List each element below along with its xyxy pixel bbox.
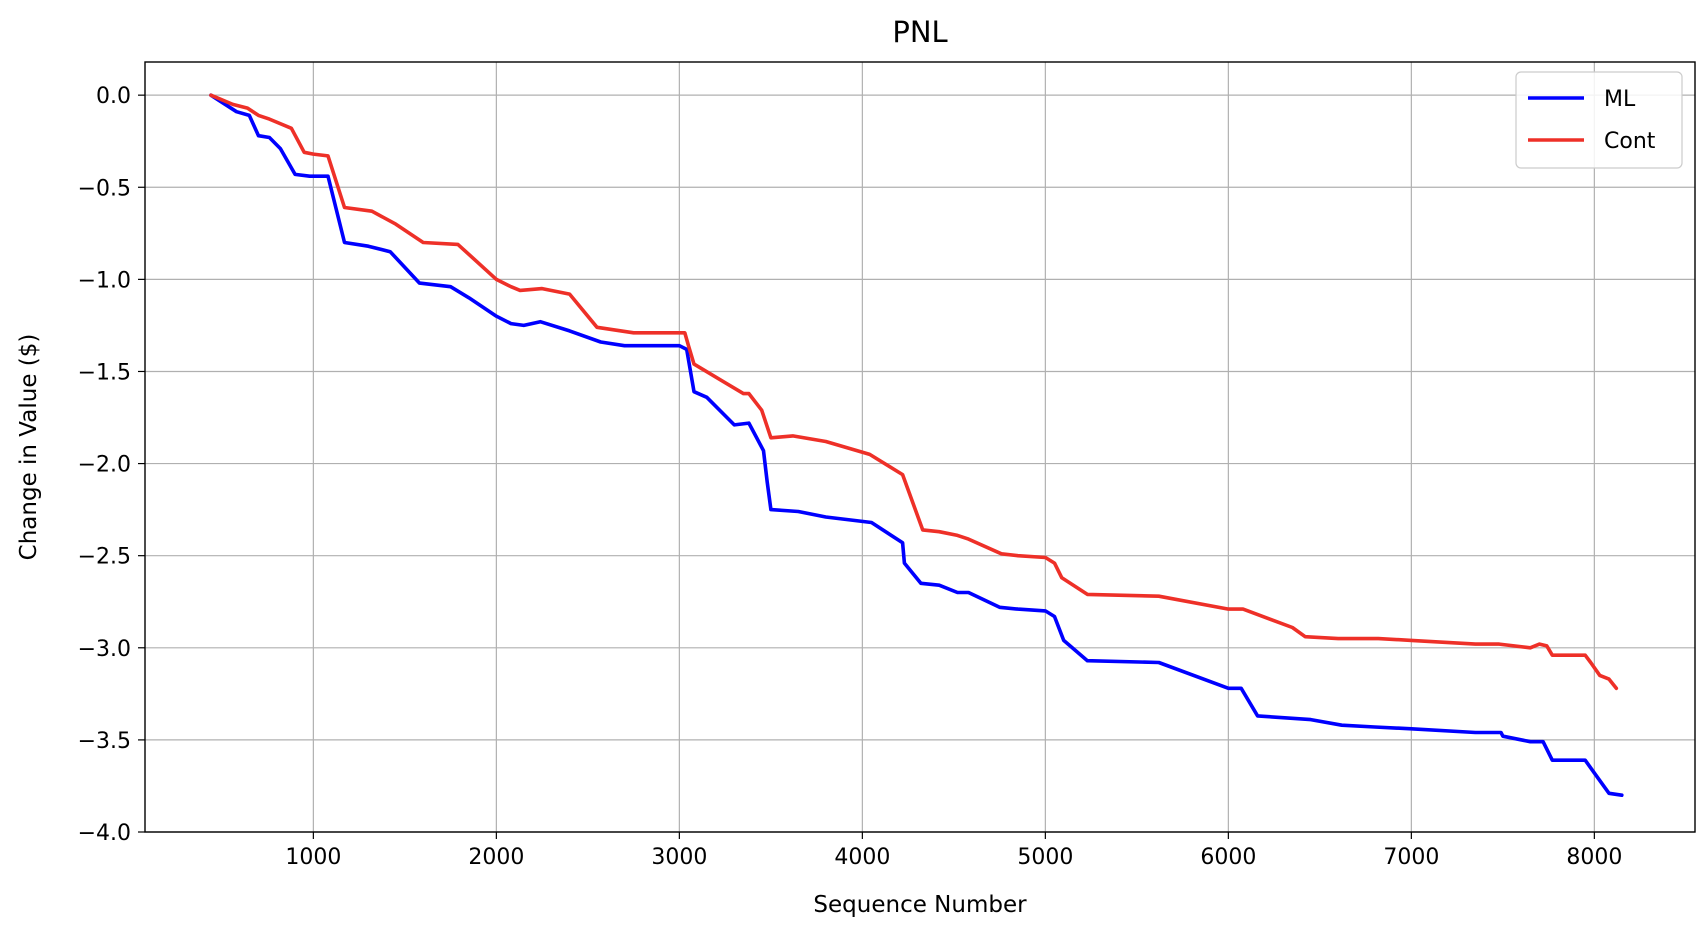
data-series — [209, 93, 1624, 798]
y-axis-ticks: 0.0 −0.5 −1.0 −1.5 −2.0 −2.5 −3.0 −3.5 −4.0 — [78, 84, 145, 846]
x-tick-label: 1000 — [285, 845, 341, 870]
x-axis-ticks: 1000 2000 3000 4000 5000 6000 7000 8000 — [285, 832, 1622, 870]
y-tick-label: −2.5 — [78, 545, 131, 570]
x-tick-label: 5000 — [1017, 845, 1073, 870]
y-tick-label: −1.0 — [78, 268, 131, 293]
y-tick-label: −1.5 — [78, 360, 131, 385]
y-tick-label: 0.0 — [96, 84, 131, 109]
legend: ML Cont — [1515, 71, 1683, 169]
x-tick-label: 3000 — [651, 845, 707, 870]
y-axis-label: Change in Value ($) — [16, 334, 42, 561]
series-line-cont — [209, 93, 1619, 691]
x-tick-label: 7000 — [1383, 845, 1439, 870]
x-tick-label: 2000 — [468, 845, 524, 870]
y-tick-label: −0.5 — [78, 176, 131, 201]
legend-label-cont: Cont — [1604, 129, 1656, 154]
legend-box — [1515, 71, 1683, 169]
y-tick-label: −2.0 — [78, 453, 131, 478]
x-tick-label: 6000 — [1200, 845, 1256, 870]
legend-label-ml: ML — [1604, 87, 1636, 112]
series-line-ml — [209, 93, 1624, 798]
y-tick-label: −3.5 — [78, 729, 131, 754]
plot-frame — [144, 61, 1696, 833]
plot-area — [145, 62, 1695, 832]
x-axis-label: Sequence Number — [813, 892, 1027, 918]
x-tick-label: 8000 — [1566, 845, 1622, 870]
grid-lines — [145, 62, 1695, 833]
chart-title: PNL — [892, 15, 947, 49]
x-tick-label: 4000 — [834, 845, 890, 870]
y-tick-label: −3.0 — [78, 637, 131, 662]
y-tick-label: −4.0 — [78, 821, 131, 846]
